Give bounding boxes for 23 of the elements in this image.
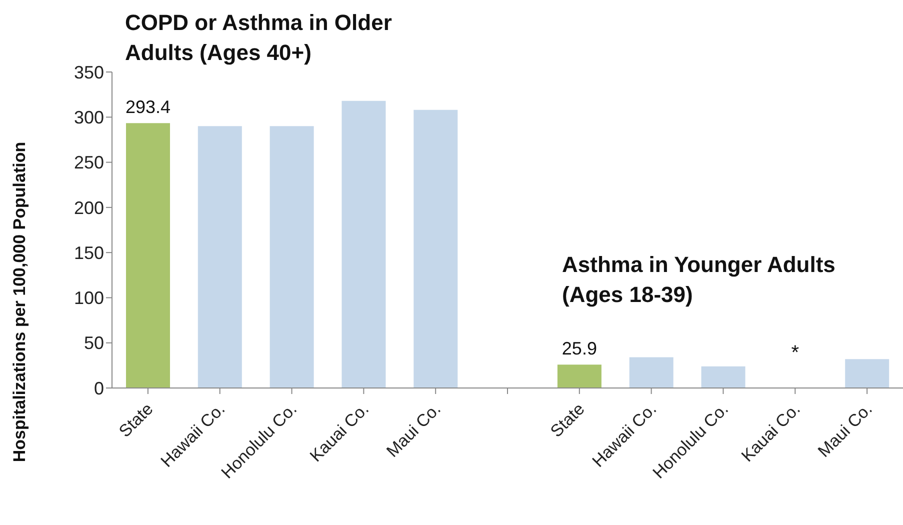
y-tick-label: 150 [74, 242, 104, 263]
y-tick-label: 350 [74, 62, 104, 82]
annotation: Asthma in Younger Adults (Ages 18-39) [562, 251, 836, 309]
chart-title: COPD or Asthma in Older Adults (Ages 40+) [125, 9, 393, 67]
bar [845, 359, 890, 388]
y-tick-label: 100 [74, 288, 104, 308]
bar [198, 126, 242, 388]
bar [126, 123, 170, 388]
data-label: 293.4 [125, 97, 171, 118]
y-tick-label: 200 [74, 198, 104, 218]
bar [270, 126, 314, 388]
annotation: * [790, 342, 800, 365]
bar [701, 366, 746, 388]
bar [557, 364, 602, 388]
y-tick-label: 250 [74, 152, 104, 173]
bar [414, 110, 458, 388]
bar [629, 357, 674, 388]
bar [342, 100, 386, 388]
y-tick-label: 0 [94, 378, 104, 398]
y-tick-label: 300 [74, 108, 104, 128]
y-tick-label: 50 [84, 333, 104, 354]
y-axis-title: Hospitalizations per 100,000 Population [10, 142, 30, 462]
data-label: 25.9 [562, 338, 597, 359]
